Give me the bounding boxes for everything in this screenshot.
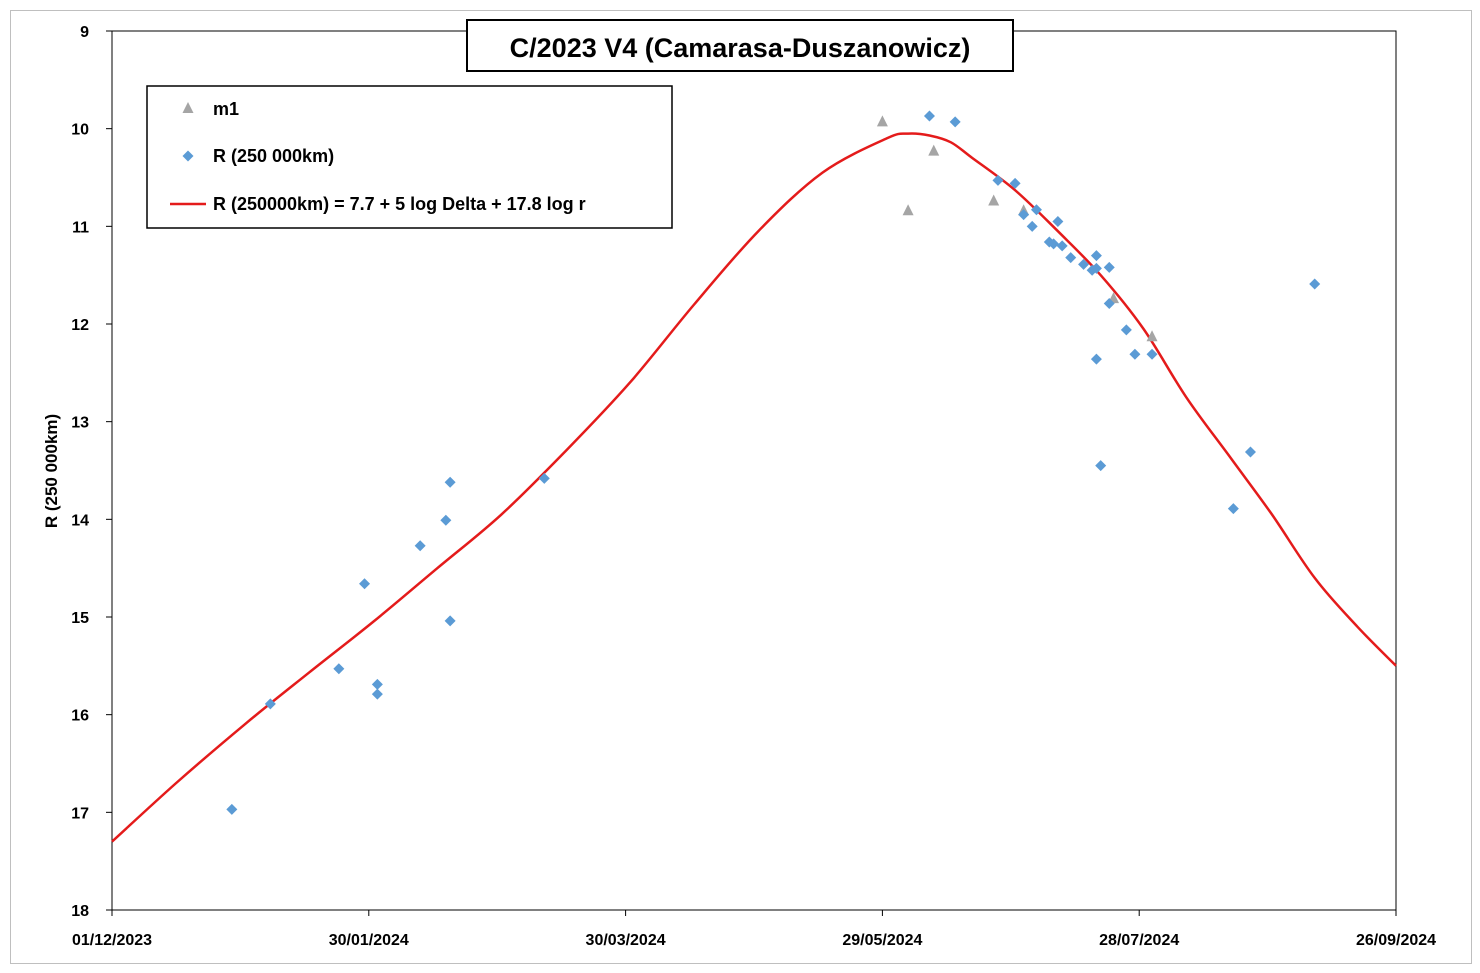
r-point [371, 678, 383, 690]
y-axis-ticks: 9 10 11 12 13 14 15 16 17 18 [71, 24, 112, 920]
y-tick-label: 18 [71, 903, 89, 920]
x-tick-label: 26/09/2024 [1356, 932, 1436, 949]
fit-line [111, 132, 1397, 843]
y-tick-label: 13 [71, 415, 89, 432]
legend-marker-m1 [182, 102, 194, 113]
r-point [226, 803, 238, 815]
m1-point [902, 204, 914, 216]
m1-point [1146, 330, 1158, 342]
y-tick-label: 14 [71, 512, 89, 529]
r-point [1030, 204, 1042, 216]
x-tick-label: 01/12/2023 [72, 932, 152, 949]
y-tick-label: 17 [71, 805, 89, 822]
legend-label-m1: m1 [213, 99, 239, 119]
r-point [1227, 503, 1239, 515]
r-point [1018, 209, 1030, 221]
r-point [359, 578, 371, 590]
points-layer [226, 110, 1321, 815]
r-point [1065, 252, 1077, 264]
r-point [1129, 348, 1141, 360]
r-point [1146, 348, 1158, 360]
x-tick-label: 28/07/2024 [1099, 932, 1179, 949]
m1-point [928, 144, 940, 156]
x-tick-label: 30/03/2024 [586, 932, 666, 949]
y-tick-label: 12 [71, 317, 89, 334]
x-tick-label: 30/01/2024 [329, 932, 409, 949]
r-point [1090, 262, 1102, 274]
r-point [992, 174, 1004, 186]
x-axis-ticks: 01/12/2023 30/01/2024 30/03/2024 29/05/2024… [72, 910, 1436, 949]
y-tick-label: 16 [71, 708, 89, 725]
r-point [333, 663, 345, 675]
y-tick-label: 9 [80, 24, 89, 41]
r-point [1244, 446, 1256, 458]
title-box-border [466, 19, 1014, 72]
r-point [1026, 220, 1038, 232]
legend-label-fit-line: R (250000km) = 7.7 + 5 log Delta + 17.8 … [213, 194, 586, 214]
r-point [264, 698, 276, 710]
r-point [371, 688, 383, 700]
r-point [1090, 353, 1102, 365]
legend-box [146, 85, 673, 229]
fit-line-layer [111, 132, 1397, 843]
r-point [1120, 324, 1132, 336]
r-point [538, 472, 550, 484]
y-axis-title: R (250 000km) [42, 414, 61, 528]
m1-point [876, 115, 888, 127]
r-point [1309, 278, 1321, 290]
x-tick-label: 29/05/2024 [842, 932, 922, 949]
r-point [444, 615, 456, 627]
m1-point [988, 194, 1000, 206]
legend-label-r: R (250 000km) [213, 146, 334, 166]
r-point [923, 110, 935, 122]
chart-title-box: C/2023 V4 (Camarasa-Duszanowicz) [466, 19, 1014, 72]
r-point [1090, 250, 1102, 262]
r-point [1009, 177, 1021, 189]
r-point [1103, 261, 1115, 273]
r-point [1103, 297, 1115, 309]
legend-marker-r [182, 150, 194, 162]
r-point [1078, 258, 1090, 270]
r-point [414, 540, 426, 552]
y-tick-label: 15 [71, 610, 89, 627]
r-point [1048, 238, 1060, 250]
y-tick-label: 11 [72, 219, 89, 236]
r-point [1052, 215, 1064, 227]
chart-title: C/2023 V4 (Camarasa-Duszanowicz) [510, 33, 971, 63]
y-tick-label: 10 [71, 122, 89, 139]
r-point [1056, 240, 1068, 252]
r-point [440, 514, 452, 526]
r-point [444, 476, 456, 488]
r-point [949, 116, 961, 128]
legend: m1 R (250 000km) R (250000km) = 7.7 + 5 … [146, 85, 673, 229]
r-point [1095, 460, 1107, 472]
